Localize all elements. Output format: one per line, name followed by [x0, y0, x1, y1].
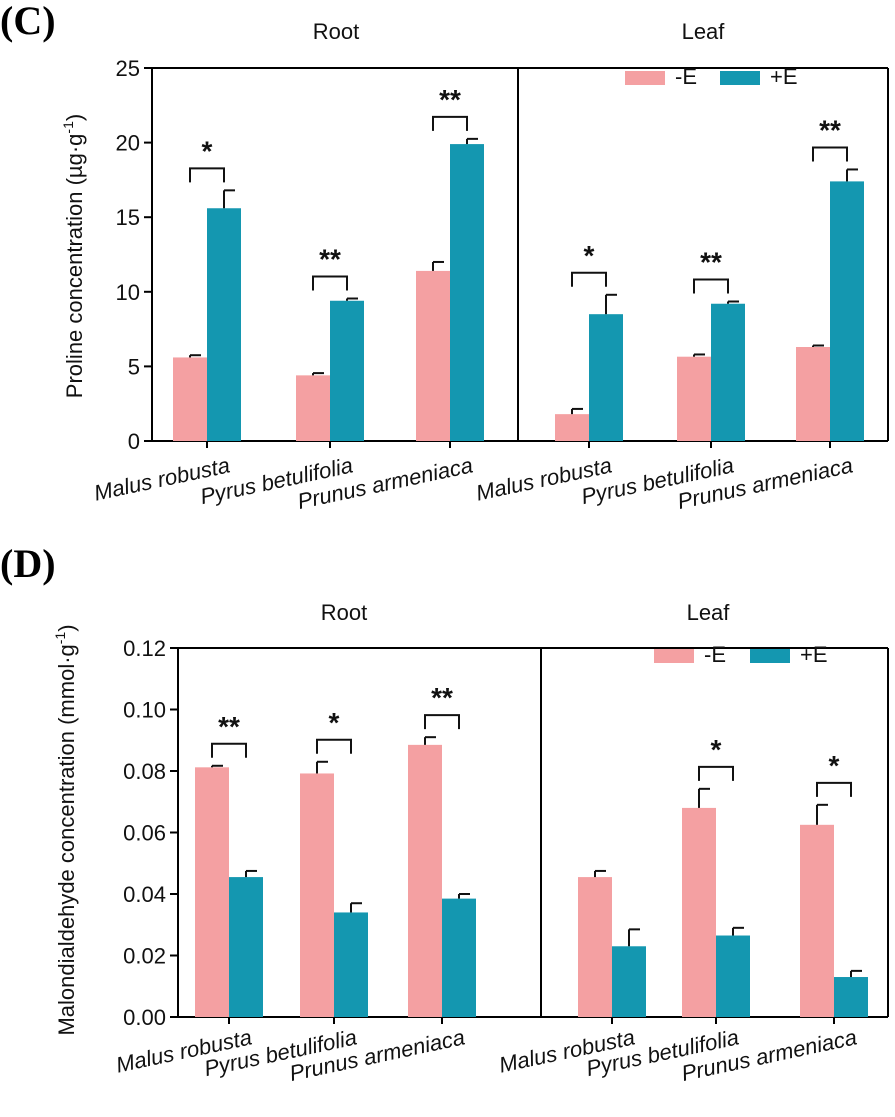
y-tick-label: 0.02	[123, 944, 166, 969]
significance-label: **	[319, 244, 341, 275]
legend-label: +E	[800, 642, 828, 667]
bar-plus-e	[612, 946, 646, 1017]
bar-minus-e	[416, 270, 450, 441]
y-tick-label: 0.06	[123, 821, 166, 846]
bar-plus-e	[330, 300, 364, 441]
legend-label: -E	[704, 642, 726, 667]
significance-bracket	[189, 167, 225, 183]
bar-minus-e	[800, 824, 834, 1017]
significance-label: **	[819, 114, 841, 145]
bar-plus-e	[834, 977, 868, 1017]
significance-label: *	[329, 707, 340, 738]
panel-label-d: (D)	[0, 541, 56, 586]
significance-bracket	[571, 271, 607, 287]
y-tick-label: 0.10	[123, 698, 166, 723]
significance-label: *	[711, 734, 722, 765]
bar-minus-e	[195, 767, 229, 1017]
bar-plus-e	[207, 208, 241, 441]
y-tick-label: 0.12	[123, 636, 166, 661]
legend-swatch-plus-e	[750, 649, 790, 663]
significance-bracket	[812, 146, 848, 162]
plot-panel-d: 0.000.020.040.060.080.100.12 -E +E**Malus …	[114, 636, 889, 1086]
significance-bracket	[693, 278, 729, 294]
significance-label: **	[700, 246, 722, 277]
significance-bracket	[211, 742, 247, 758]
bar-minus-e	[578, 877, 612, 1017]
bar-minus-e	[408, 744, 442, 1017]
significance-label: **	[218, 711, 240, 742]
significance-bracket	[424, 714, 460, 730]
bar-minus-e	[555, 414, 589, 441]
significance-bracket	[698, 765, 734, 781]
y-axis-label-d: Malondialdehyde concentration (mmol·g-1)	[52, 624, 79, 1035]
y-tick-label: 10	[116, 280, 140, 305]
panel-label-c: (C)	[0, 0, 56, 43]
bar-plus-e	[830, 181, 864, 441]
group-title-root-c: Root	[313, 19, 359, 44]
group-title-leaf-d: Leaf	[687, 600, 731, 625]
y-tick-label: 0.00	[123, 1005, 166, 1030]
significance-bracket	[316, 738, 352, 754]
bar-plus-e	[442, 898, 476, 1017]
bar-plus-e	[229, 877, 263, 1017]
significance-label: *	[584, 240, 595, 271]
y-tick-label: 15	[116, 205, 140, 230]
bar-minus-e	[682, 807, 716, 1017]
significance-bracket	[432, 115, 468, 131]
bar-plus-e	[589, 314, 623, 441]
significance-bracket	[312, 275, 348, 291]
bar-minus-e	[300, 773, 334, 1017]
bar-minus-e	[796, 347, 830, 441]
bar-minus-e	[677, 356, 711, 441]
significance-label: *	[829, 750, 840, 781]
significance-label: **	[431, 682, 453, 713]
significance-label: *	[202, 135, 213, 166]
y-tick-label: 5	[128, 354, 140, 379]
y-tick-label: 20	[116, 131, 140, 156]
legend-swatch-plus-e	[720, 71, 760, 85]
group-title-root-d: Root	[321, 600, 367, 625]
legend-label: +E	[770, 64, 798, 89]
bar-plus-e	[334, 912, 368, 1017]
legend-swatch-minus-e	[625, 71, 665, 85]
y-tick-label: 25	[116, 56, 140, 81]
bar-minus-e	[173, 357, 207, 441]
bar-minus-e	[296, 375, 330, 441]
legend-label: -E	[675, 64, 697, 89]
significance-label: **	[439, 84, 461, 115]
bar-plus-e	[711, 303, 745, 441]
group-title-leaf-c: Leaf	[682, 19, 726, 44]
legend-swatch-minus-e	[654, 649, 694, 663]
bar-plus-e	[450, 144, 484, 442]
y-axis-label-c: Proline concentration (µg·g-1)	[60, 114, 87, 398]
significance-bracket	[816, 781, 852, 797]
bar-plus-e	[716, 935, 750, 1017]
y-tick-label: 0.08	[123, 759, 166, 784]
y-tick-label: 0	[128, 429, 140, 454]
y-tick-label: 0.04	[123, 882, 166, 907]
